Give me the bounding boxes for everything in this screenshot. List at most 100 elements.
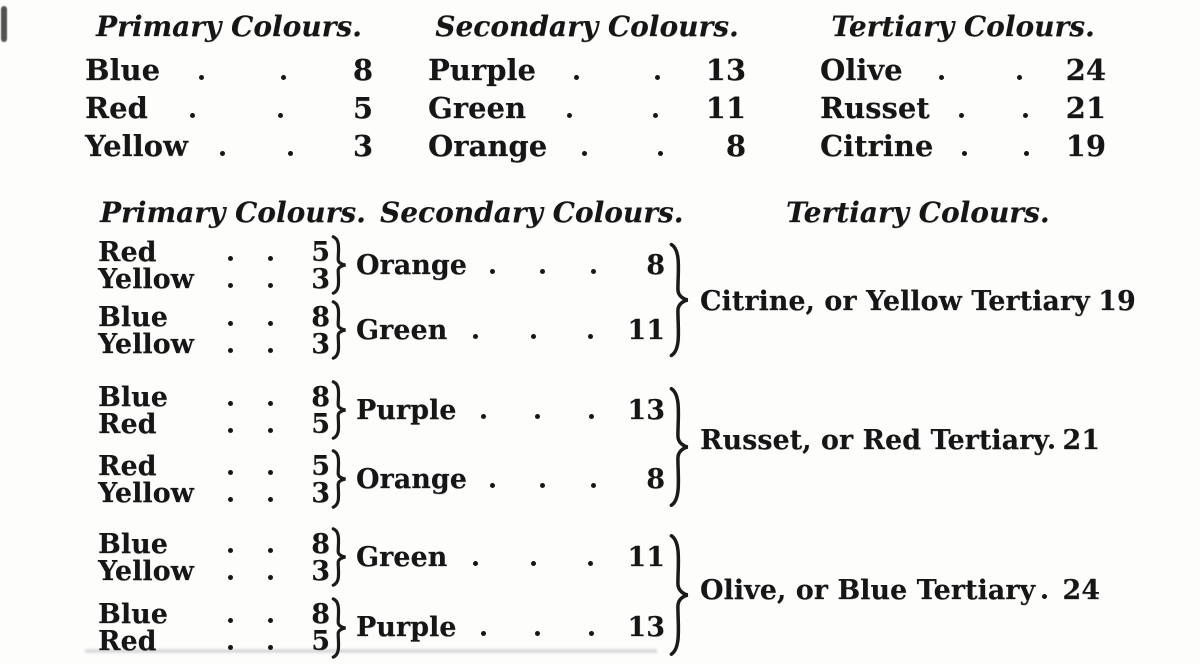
colour-name: Red — [85, 91, 148, 125]
leader-dot — [250, 401, 290, 411]
leader-dot — [210, 321, 250, 331]
primary-line: Blue 8 — [98, 383, 330, 411]
leader-dot — [456, 414, 510, 424]
colour-name: Blue — [98, 302, 168, 333]
leader-dot — [250, 575, 290, 585]
primary-colours-summary-table: Primary Colours. Blue 8 Red 5 Yellow 3 — [85, 10, 373, 164]
colour-name: Orange — [356, 250, 467, 281]
colour-value: 3 — [352, 129, 373, 163]
table-title: Primary Colours. — [96, 10, 362, 43]
secondary-colours-summary-table: Secondary Colours. Purple 13 Green 11 Or… — [428, 10, 746, 164]
leader-dot — [210, 645, 250, 655]
secondary-line: Orange 8 — [356, 465, 665, 493]
colour-value: 13 — [627, 612, 665, 643]
colour-value: 13 — [627, 395, 665, 426]
table-row: Red 5 — [85, 88, 373, 126]
leader-dot — [526, 113, 612, 123]
colour-value: 8 — [352, 53, 373, 87]
leader-dot — [210, 256, 250, 266]
leader-dot — [250, 283, 290, 293]
primary-line: Red 5 — [98, 410, 330, 438]
brace-icon — [330, 449, 348, 509]
leader-dot — [250, 321, 290, 331]
secondary-line: Orange 8 — [356, 251, 665, 279]
leader-dot — [447, 334, 504, 344]
detail-header-tertiary: Tertiary Colours. — [786, 196, 1050, 229]
colour-name: Orange — [356, 464, 467, 495]
colour-value: 11 — [627, 315, 665, 346]
leader-dot — [467, 269, 518, 279]
colour-value: 11 — [705, 91, 746, 125]
tertiary-line: Olive, or Blue Tertiary 24 — [700, 576, 1100, 604]
colour-value: 24 — [1065, 53, 1106, 87]
leader-dot — [565, 631, 619, 641]
leader-dot — [505, 334, 562, 344]
leader-dot — [562, 561, 619, 571]
colour-name: Red — [98, 451, 157, 482]
leader-dot — [511, 631, 565, 641]
leader-dot — [256, 151, 325, 161]
colour-name: Green — [428, 91, 527, 125]
leader-dot — [210, 575, 250, 585]
colour-name: Olive — [820, 53, 903, 87]
table-row: Citrine 19 — [820, 126, 1106, 164]
brace-icon — [330, 380, 348, 440]
leader-dot — [930, 113, 994, 123]
leader-dot — [210, 497, 250, 507]
tertiary-value: 19 — [1098, 286, 1136, 317]
leader-dot — [210, 548, 250, 558]
primary-line: Yellow 3 — [98, 557, 330, 585]
leader-dot — [250, 645, 290, 655]
colour-name: Blue — [98, 599, 168, 630]
colour-value: 8 — [311, 382, 330, 413]
colour-name: Red — [98, 237, 157, 268]
colour-name: Green — [356, 315, 448, 346]
leader-dot — [250, 256, 290, 266]
table-row: Purple 13 — [428, 50, 746, 88]
brace-icon — [330, 597, 348, 659]
colour-name: Purple — [356, 612, 457, 643]
brace-icon — [330, 300, 348, 360]
leader-dot — [903, 75, 981, 85]
tertiary-colours-summary-table: Tertiary Colours. Olive 24 Russet 21 Cit… — [820, 10, 1106, 164]
colour-value: 3 — [311, 478, 330, 509]
colour-value: 21 — [1065, 91, 1106, 125]
colour-value: 8 — [311, 529, 330, 560]
leader-dot — [996, 151, 1058, 161]
leader-dot — [447, 561, 504, 571]
colour-name: Purple — [356, 395, 457, 426]
tertiary-line: Citrine, or Yellow Tertiary 19 — [700, 286, 1136, 317]
tertiary-label: Citrine, or Yellow Tertiary — [700, 286, 1090, 317]
colour-value: 8 — [646, 250, 665, 281]
brace-icon — [667, 385, 691, 509]
leader-dot — [250, 428, 290, 438]
colour-name: Blue — [98, 382, 168, 413]
brace-icon — [330, 235, 348, 295]
colour-name: Green — [356, 542, 448, 573]
colour-name: Orange — [428, 129, 548, 163]
colour-name: Purple — [428, 53, 536, 87]
leader-dot — [1048, 444, 1054, 454]
leader-dot — [210, 618, 250, 628]
colour-value: 5 — [311, 451, 330, 482]
leader-dot — [518, 483, 569, 493]
table-row: Yellow 3 — [85, 126, 373, 164]
detail-header-primary: Primary Colours. — [100, 196, 366, 229]
primary-line: Red 5 — [98, 452, 330, 480]
colour-name: Yellow — [98, 478, 194, 509]
leader-dot — [536, 75, 617, 85]
primary-line: Yellow 3 — [98, 265, 330, 293]
table-row: Blue 8 — [85, 50, 373, 88]
brace-icon — [667, 241, 691, 359]
leader-dot — [980, 75, 1058, 85]
table-row: Orange 8 — [428, 126, 746, 164]
colour-value: 8 — [311, 599, 330, 630]
colour-value: 13 — [705, 53, 746, 87]
colour-value: 3 — [311, 556, 330, 587]
secondary-line: Green 11 — [356, 543, 665, 571]
leader-dot — [467, 483, 518, 493]
secondary-line: Purple 13 — [356, 396, 665, 424]
secondary-line: Green 11 — [356, 316, 665, 344]
leader-dot — [210, 348, 250, 358]
